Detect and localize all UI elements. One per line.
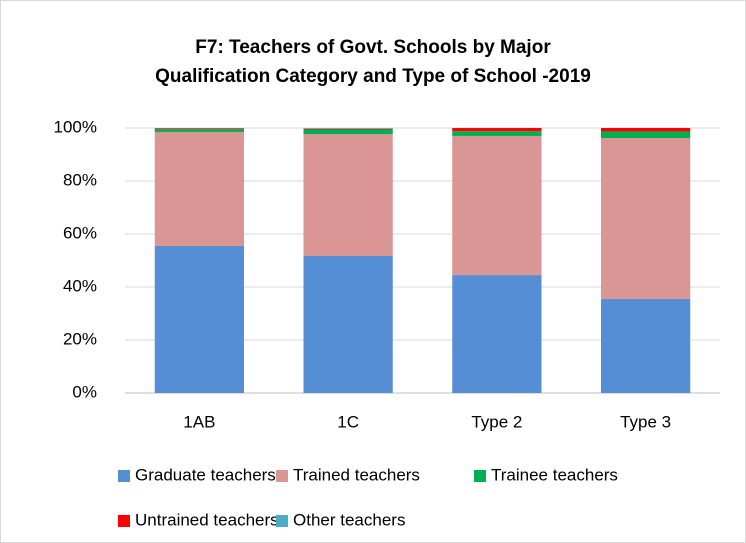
y-tick-label: 20% xyxy=(63,329,97,348)
bar-segment xyxy=(154,128,244,129)
legend-label: Other teachers xyxy=(293,510,405,529)
bar-segment xyxy=(154,245,244,393)
bar-segment xyxy=(452,128,542,132)
x-tick-label: 1AB xyxy=(183,412,215,431)
legend-label: Untrained teachers xyxy=(135,510,279,529)
bar-segment xyxy=(154,129,244,132)
legend-swatch xyxy=(118,515,130,527)
legend-label: Trainee teachers xyxy=(491,465,618,484)
bar-segment xyxy=(154,128,244,130)
bar-segment xyxy=(601,128,691,132)
bar-segment xyxy=(303,128,393,130)
bar-segment xyxy=(154,131,244,246)
legend-swatch xyxy=(276,470,288,482)
y-tick-label: 60% xyxy=(63,223,97,242)
x-tick-label: Type 3 xyxy=(620,412,671,431)
y-tick-label: 40% xyxy=(63,276,97,295)
legend-swatch xyxy=(474,470,486,482)
bar-segment xyxy=(303,255,393,393)
legend-label: Graduate teachers xyxy=(135,465,276,484)
bar-segment xyxy=(452,135,542,276)
bar-segment xyxy=(601,131,691,139)
chart-title: Qualification Category and Type of Schoo… xyxy=(155,66,591,87)
chart-title: F7: Teachers of Govt. Schools by Major xyxy=(195,37,551,58)
bar-segment xyxy=(601,138,691,299)
legend-label: Trained teachers xyxy=(293,465,420,484)
legend-swatch xyxy=(276,515,288,527)
bar-segment xyxy=(452,131,542,136)
bar-segment xyxy=(601,298,691,393)
bar-segment xyxy=(452,275,542,393)
bar-segment xyxy=(303,128,393,129)
y-tick-label: 80% xyxy=(63,170,97,189)
x-tick-label: 1C xyxy=(337,412,359,431)
legend-swatch xyxy=(118,470,130,482)
x-tick-label: Type 2 xyxy=(471,412,522,431)
y-tick-label: 0% xyxy=(72,382,97,401)
bar-segment xyxy=(303,129,393,135)
bar-segment xyxy=(303,134,393,256)
y-tick-label: 100% xyxy=(54,117,97,136)
